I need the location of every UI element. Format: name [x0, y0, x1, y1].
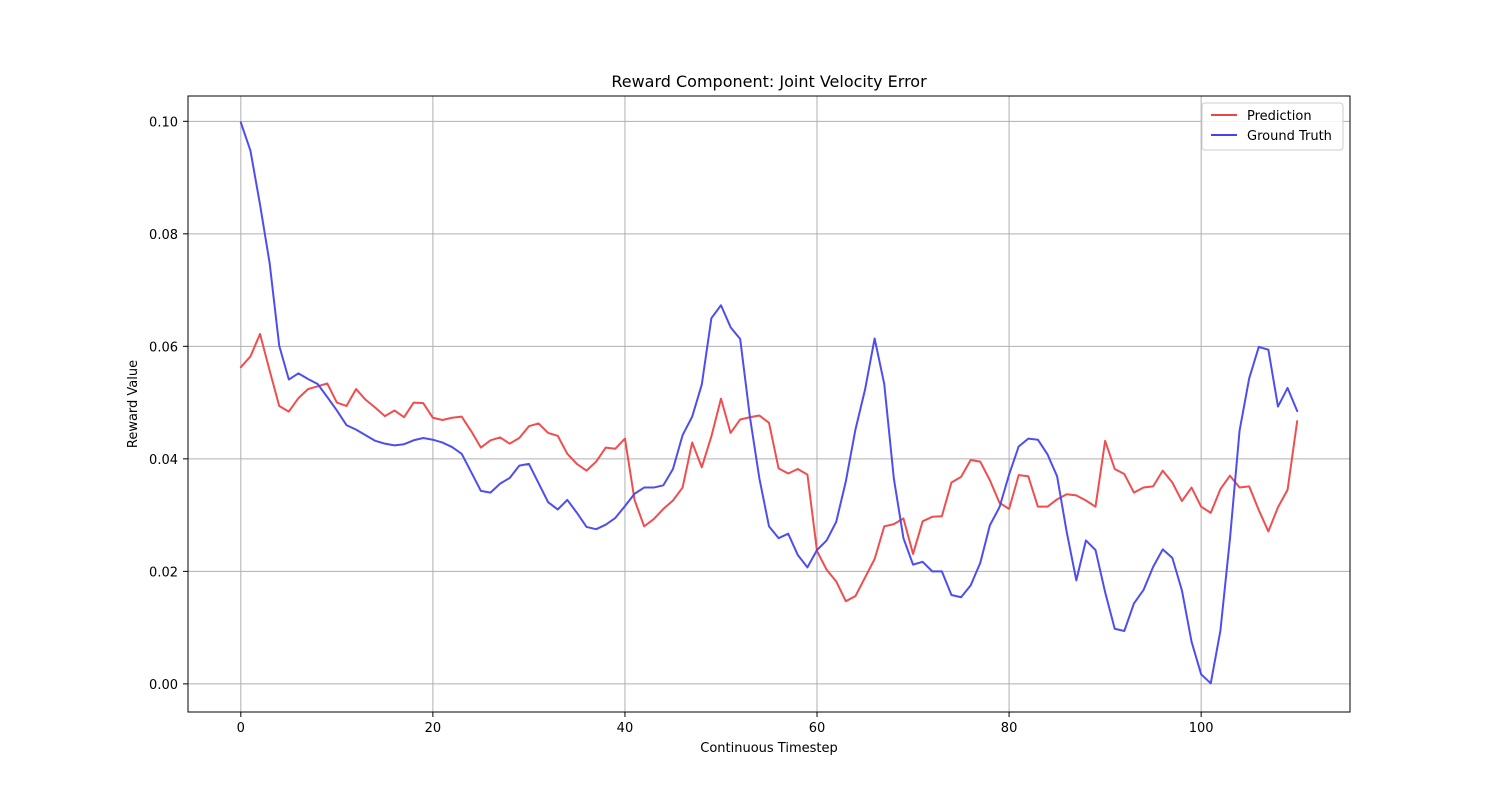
x-tick-label: 0 — [237, 721, 245, 736]
y-tick-label: 0.10 — [149, 115, 178, 130]
y-tick-label: 0.02 — [149, 565, 178, 580]
grid — [188, 96, 1350, 712]
legend-label: Ground Truth — [1247, 129, 1332, 144]
x-tick-label: 20 — [425, 721, 442, 736]
series-line-ground-truth — [239, 121, 1299, 685]
legend: Prediction Ground Truth — [1201, 102, 1344, 151]
legend-box — [1201, 102, 1344, 151]
axis-ticks: 0 20 40 60 80 100 0.00 0.02 0.04 0.06 0.08 0.10 — [149, 115, 1214, 736]
series-lines — [239, 121, 1299, 685]
x-axis-label: Continuous Timestep — [700, 741, 838, 756]
x-tick-label: 60 — [809, 721, 826, 736]
x-tick-label: 100 — [1189, 721, 1214, 736]
x-tick-label: 80 — [1001, 721, 1018, 736]
y-axis-label: Reward Value — [126, 360, 141, 448]
y-tick-label: 0.04 — [149, 453, 178, 468]
series-line-prediction — [239, 332, 1299, 603]
y-tick-label: 0.06 — [149, 340, 178, 355]
chart-title: Reward Component: Joint Velocity Error — [611, 72, 927, 91]
plot-frame — [187, 95, 1351, 713]
x-tick-label: 40 — [617, 721, 634, 736]
y-tick-label: 0.00 — [149, 678, 178, 693]
y-tick-label: 0.08 — [149, 228, 178, 243]
legend-label: Prediction — [1247, 109, 1312, 124]
